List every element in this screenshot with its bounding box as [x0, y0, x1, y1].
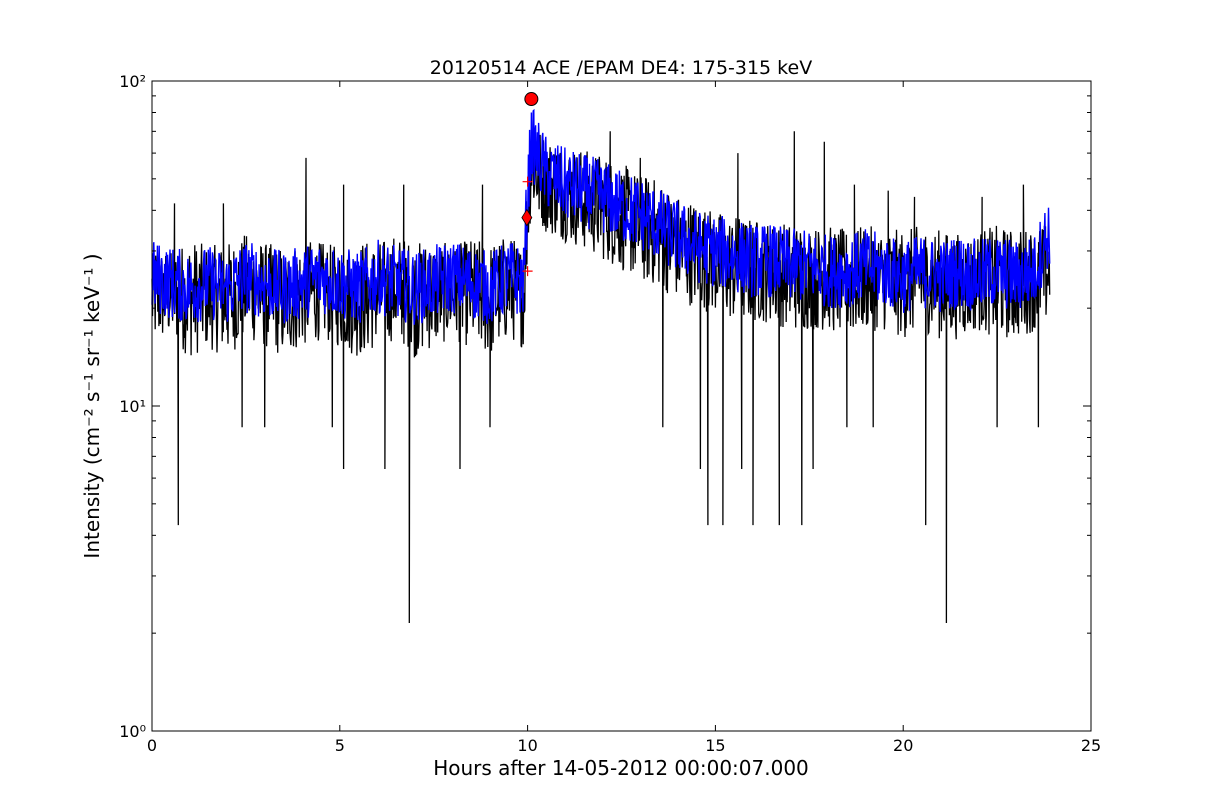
y-tick-label: 10¹ [119, 397, 146, 416]
series-smoothed-line [151, 108, 1051, 325]
x-axis-label: Hours after 14-05-2012 00:00:07.000 [433, 756, 809, 780]
plot-area [151, 92, 1051, 624]
x-tick-label: 10 [517, 736, 537, 755]
y-tick-label: 10² [119, 72, 146, 91]
y-tick-label: 10⁰ [119, 722, 146, 741]
chart-title: 20120514 ACE /EPAM DE4: 175-315 keV [430, 57, 812, 79]
marker-peak-circle [524, 92, 539, 107]
x-tick-label: 15 [705, 736, 725, 755]
marker-plus-2 [522, 176, 533, 187]
axis-ticks: 0 5 10 15 20 25 10⁰ 10¹ 10² [119, 72, 1101, 755]
x-tick-label: 20 [893, 736, 913, 755]
marker-plus-3 [522, 266, 533, 277]
x-tick-label: 0 [147, 736, 157, 755]
x-tick-label: 5 [335, 736, 345, 755]
y-axis-label: Intensity (cm⁻² s⁻¹ sr⁻¹ keV⁻¹ ) [80, 253, 104, 558]
marker-onset-diamond [521, 208, 533, 227]
x-tick-label: 25 [1081, 736, 1101, 755]
